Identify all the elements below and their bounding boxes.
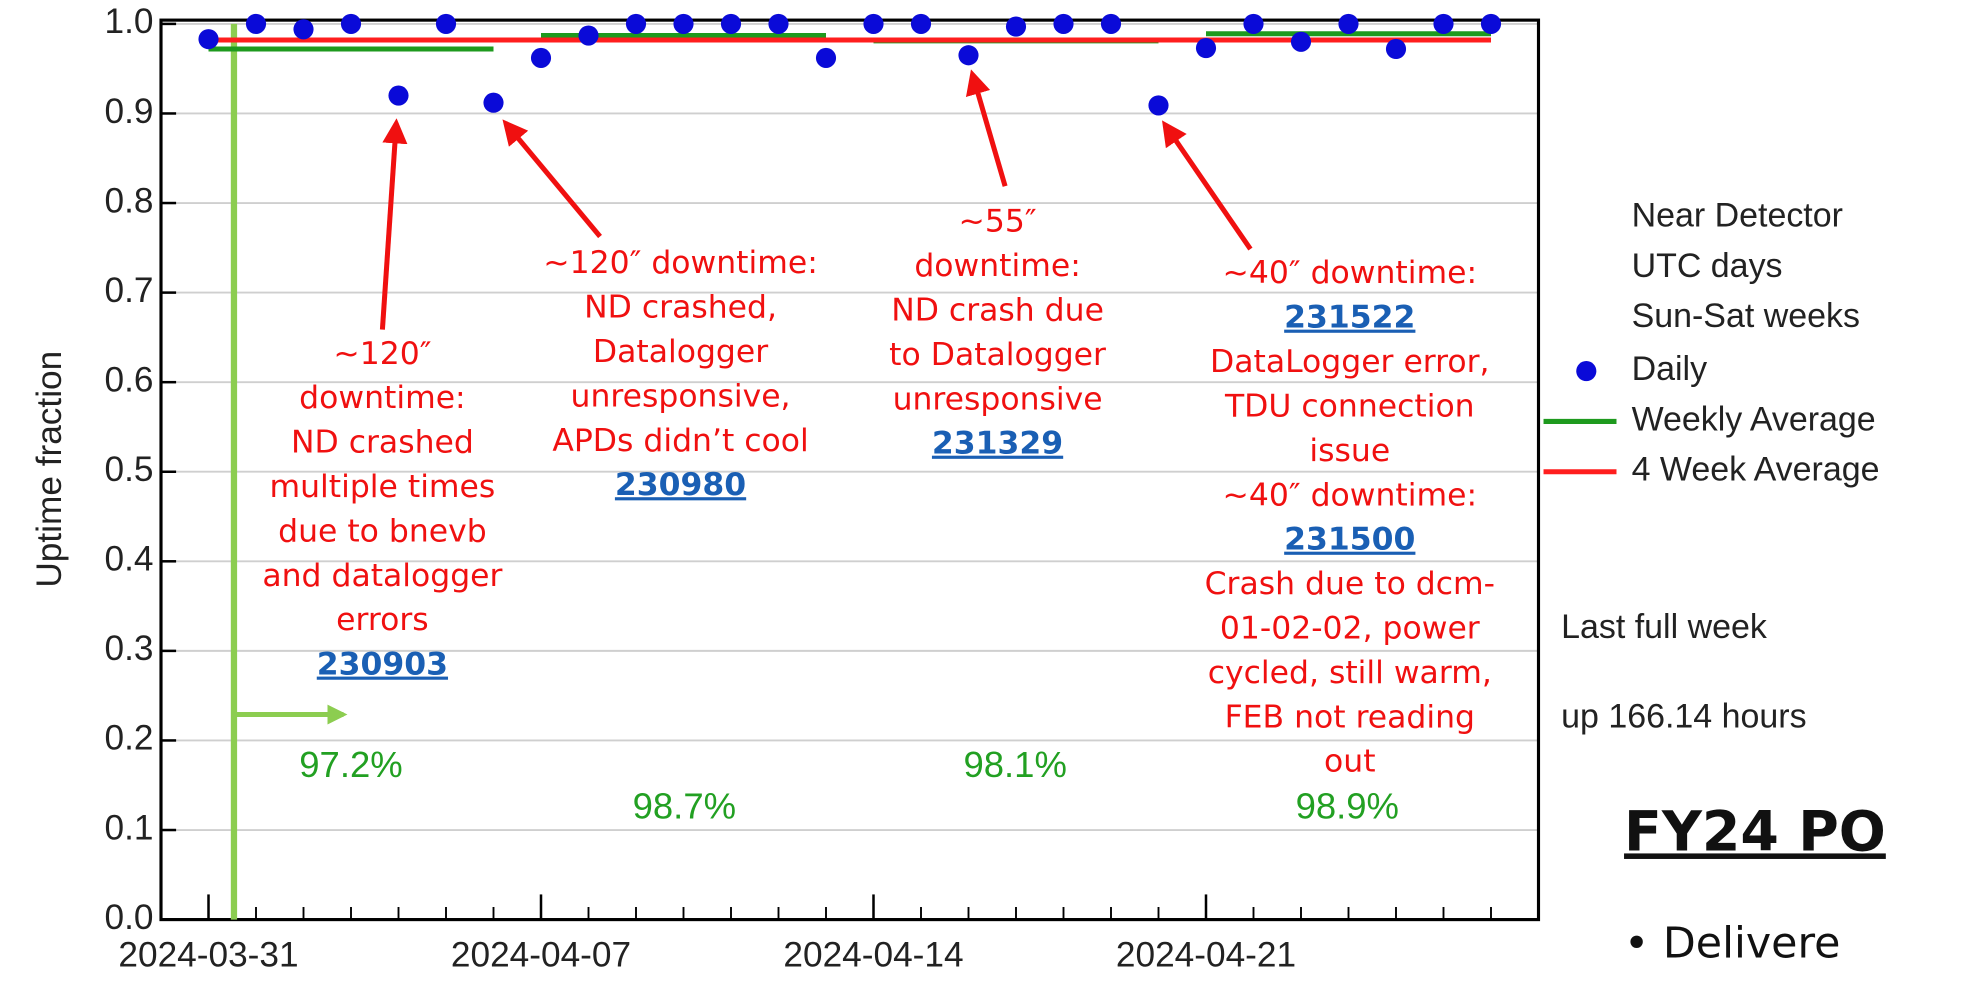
annotation-arrow (379, 118, 408, 330)
annotation-text: FEB not reading (1225, 699, 1475, 735)
elog-link[interactable]: 230980 (615, 467, 746, 503)
x-tick-label: 2024-04-07 (451, 936, 631, 975)
annotation-arrow (965, 69, 1008, 187)
annotation-arrow (1162, 120, 1253, 251)
annotation-text: ~120″ downtime: (543, 245, 818, 281)
annotation-text: unresponsive, (571, 378, 791, 414)
elog-link[interactable]: 231522 (1284, 300, 1415, 336)
daily-point (1100, 13, 1122, 34)
daily-point (1480, 13, 1502, 34)
daily-point (1290, 31, 1312, 52)
y-tick-label: 0.8 (104, 181, 153, 220)
y-axis-label: Uptime fraction (30, 351, 69, 588)
daily-point (910, 13, 932, 34)
weekly-label: 97.2% (299, 744, 402, 785)
annotation-text: 01-02-02, power (1220, 610, 1480, 646)
annotation-text: Datalogger (593, 334, 768, 370)
note: Last full week (1561, 608, 1768, 646)
daily-point (1433, 13, 1454, 34)
daily-point (863, 13, 884, 34)
annotation-text: DataLogger error, (1210, 344, 1490, 380)
annotation-text: APDs didn’t cool (552, 423, 808, 459)
annotation-text: out (1324, 744, 1376, 780)
annotation-text: ~120″ (333, 336, 431, 372)
annotation-text: ND crash due (891, 292, 1104, 328)
annotation-text: ~40″ downtime: (1223, 477, 1478, 513)
annotation-text: ND crashed, (584, 290, 777, 326)
daily-point (1195, 38, 1217, 59)
daily-point (768, 13, 789, 34)
weekly-label: 98.9% (1296, 786, 1399, 827)
daily-point (1005, 16, 1027, 37)
annotation-text: and datalogger (262, 558, 502, 594)
daily-point (483, 92, 504, 113)
elog-link[interactable]: 231500 (1284, 522, 1415, 558)
daily-point (340, 13, 362, 34)
y-tick-label: 0.6 (104, 360, 153, 399)
x-tick-label: 2024-04-14 (783, 936, 963, 975)
annotation-text: issue (1309, 433, 1390, 469)
legend-label: 4 Week Average (1632, 451, 1880, 489)
annotation-text: multiple times (270, 469, 496, 505)
legend-label: Daily (1632, 350, 1707, 388)
y-tick-label: 1.0 (104, 2, 153, 41)
daily-point (673, 13, 694, 34)
y-tick-label: 0.5 (104, 450, 153, 489)
daily-point (530, 47, 552, 69)
daily-point (435, 13, 457, 34)
annotation-text: downtime: (299, 380, 465, 416)
y-tick-label: 0.7 (104, 271, 153, 310)
x-tick-label: 2024-03-31 (118, 936, 298, 975)
annotation-text: ~40″ downtime: (1223, 255, 1478, 291)
annotation-text: errors (336, 602, 429, 638)
annotation-text: to Datalogger (889, 337, 1106, 373)
x-tick-label: 2024-04-21 (1116, 936, 1296, 975)
daily-point (578, 25, 599, 46)
weekly-label: 98.7% (633, 786, 736, 827)
y-tick-label: 0.4 (104, 540, 153, 579)
daily-point (1053, 13, 1074, 34)
daily-point (720, 13, 742, 34)
annotation-text: due to bnevb (278, 513, 487, 549)
legend-marker (1576, 361, 1597, 382)
annotation-text: Crash due to dcm- (1205, 566, 1495, 602)
daily-point (1148, 95, 1169, 116)
plot-frame (159, 18, 1541, 922)
y-tick-label: 0.3 (104, 629, 153, 668)
weekly-label: 98.1% (963, 744, 1066, 785)
legend-header: Near Detector (1632, 197, 1843, 235)
y-tick-label: 0.2 (104, 719, 153, 758)
daily-point (388, 85, 409, 106)
daily-point (198, 29, 219, 50)
daily-point (815, 47, 837, 69)
note: up 166.14 hours (1561, 697, 1806, 735)
y-tick-label: 0.0 (104, 898, 153, 937)
daily-point (625, 13, 647, 34)
daily-point (1243, 13, 1264, 34)
annotation-text: downtime: (914, 248, 1080, 284)
annotation-arrow (502, 119, 602, 239)
slide-heading: FY24 PO (1624, 800, 1886, 864)
y-tick-label: 0.1 (104, 808, 153, 847)
annotation-text: ND crashed (291, 425, 474, 461)
annotation-text: TDU connection (1224, 388, 1475, 424)
daily-point (293, 19, 314, 40)
legend-header: UTC days (1632, 247, 1783, 285)
daily-point (1338, 13, 1359, 34)
y-tick-label: 0.9 (104, 92, 153, 131)
annotation-text: unresponsive (893, 381, 1103, 417)
slide-bullet: • Delivere (1624, 919, 1840, 969)
elog-link[interactable]: 231329 (932, 426, 1063, 462)
daily-point (958, 45, 979, 66)
legend-header: Sun-Sat weeks (1632, 297, 1860, 335)
annotation-text: cycled, still warm, (1208, 655, 1492, 691)
daily-point (245, 13, 267, 34)
elog-link[interactable]: 230903 (317, 647, 448, 683)
legend-label: Weekly Average (1632, 400, 1876, 438)
daily-point (1385, 38, 1407, 60)
annotation-text: ~55″ (959, 204, 1037, 240)
